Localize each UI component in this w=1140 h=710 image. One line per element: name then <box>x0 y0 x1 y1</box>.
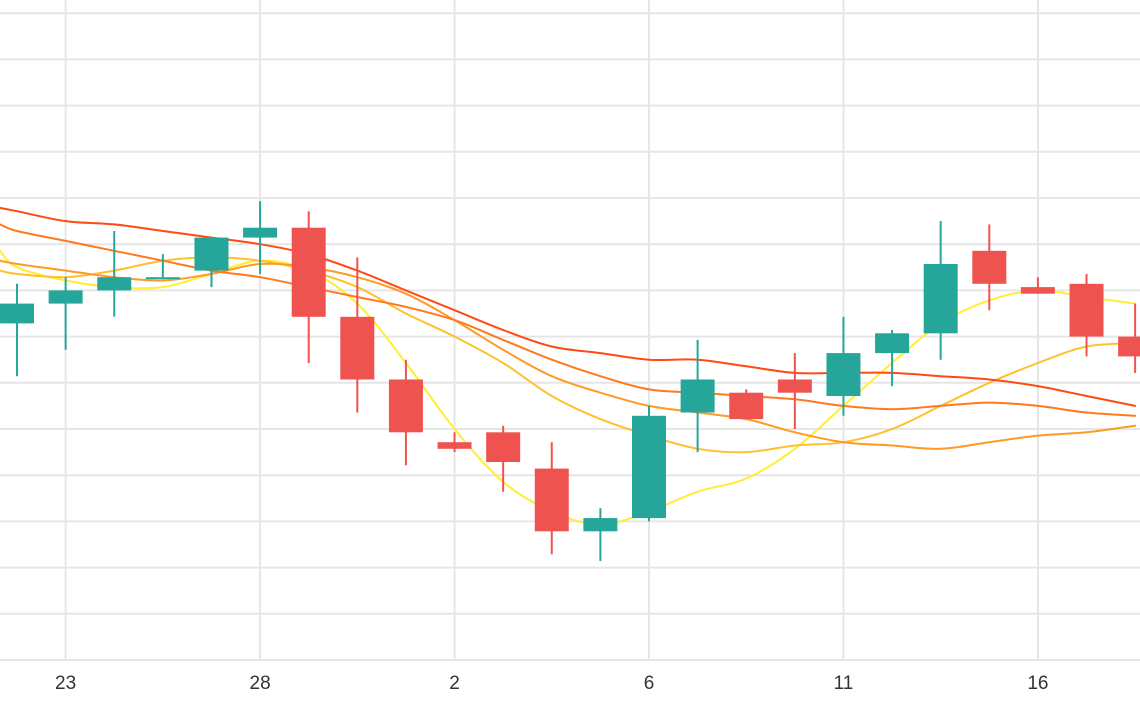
candle <box>777 353 812 429</box>
candle-body-up <box>243 227 278 238</box>
x-tick-label: 23 <box>55 673 76 694</box>
candle-body-down <box>388 379 423 433</box>
candle <box>583 508 618 561</box>
candle <box>48 277 83 350</box>
candle <box>826 316 861 416</box>
candle <box>145 254 180 280</box>
candle <box>729 389 764 420</box>
candle <box>486 425 521 492</box>
candle <box>923 221 958 360</box>
x-tick-label: 16 <box>1027 673 1048 694</box>
candle <box>972 224 1007 311</box>
candle-body-up <box>826 353 861 396</box>
candle-body-down <box>972 250 1007 284</box>
moving-average-line-3 <box>0 259 1137 450</box>
candle-body-up <box>583 518 618 532</box>
candle-body-up <box>145 277 180 280</box>
candle-body-up <box>97 277 132 291</box>
candle <box>0 283 35 377</box>
x-tick-label: 6 <box>644 673 655 694</box>
candle-body-down <box>729 392 764 420</box>
candle <box>1069 273 1104 357</box>
candle <box>875 330 910 387</box>
candle-body-up <box>631 415 666 519</box>
candle-body-up <box>680 379 715 413</box>
candle <box>1118 303 1140 373</box>
candle-body-down <box>340 316 375 380</box>
candle-body-up <box>0 303 35 324</box>
candle-body-down <box>437 442 472 449</box>
candle-body-up <box>875 333 910 354</box>
x-tick-label: 11 <box>834 673 854 694</box>
candle-body-down <box>1118 336 1140 357</box>
x-tick-label: 2 <box>449 673 460 694</box>
candle <box>243 201 278 274</box>
candle-body-down <box>291 227 326 317</box>
candle <box>534 442 569 555</box>
candles <box>0 201 1140 561</box>
candle <box>97 231 132 317</box>
candle <box>1020 277 1055 294</box>
candle <box>291 211 326 363</box>
x-tick-label: 28 <box>250 673 271 694</box>
candle-body-down <box>1069 283 1104 337</box>
candle-body-up <box>194 237 229 271</box>
candle-body-down <box>1020 287 1055 294</box>
x-axis: 23 28 2 6 11 16 <box>0 659 1140 694</box>
candle <box>631 405 666 522</box>
grid <box>0 0 1140 660</box>
candle <box>194 237 229 288</box>
candle <box>437 432 472 453</box>
moving-average-line-4 <box>0 223 1137 417</box>
candle <box>388 359 423 466</box>
candle-body-down <box>486 432 521 462</box>
candle-body-down <box>777 379 812 393</box>
candle-body-up <box>48 290 83 304</box>
candle <box>680 339 715 453</box>
candle-body-down <box>534 468 569 532</box>
moving-average-line-5 <box>0 206 1137 407</box>
candle-body-up <box>923 264 958 334</box>
candle <box>340 257 375 413</box>
